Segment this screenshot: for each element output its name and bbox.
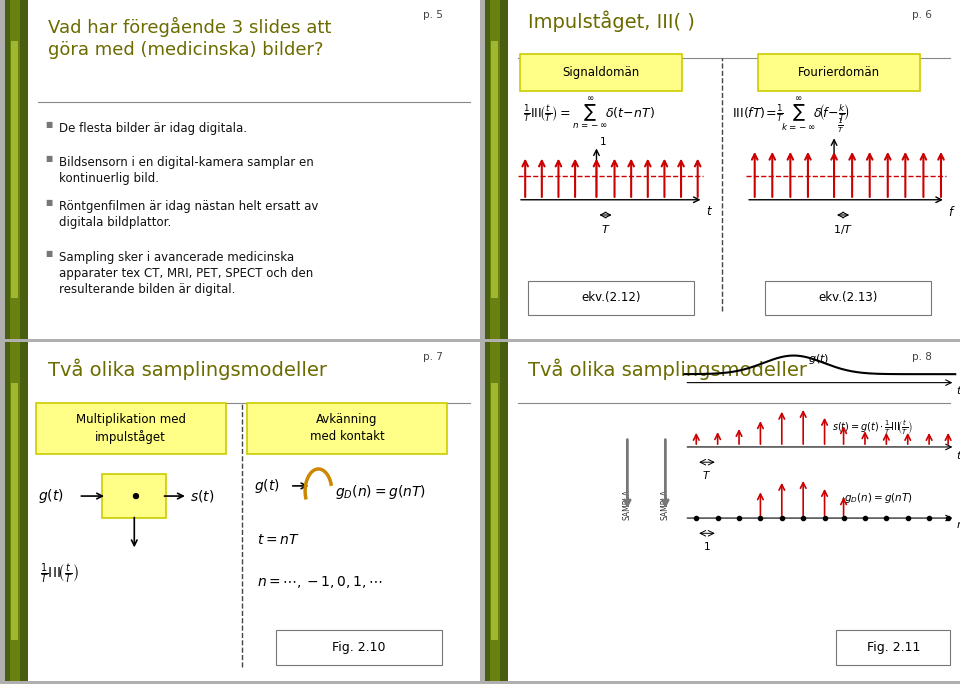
FancyBboxPatch shape (12, 382, 18, 640)
Text: Röntgenfilmen är idag nästan helt ersatt av
digitala bildplattor.: Röntgenfilmen är idag nästan helt ersatt… (60, 200, 319, 228)
FancyBboxPatch shape (485, 0, 508, 339)
Text: $g(t)$: $g(t)$ (38, 487, 64, 505)
Text: Fourierdomän: Fourierdomän (798, 66, 880, 79)
FancyBboxPatch shape (490, 0, 500, 339)
Text: Multiplikation med
impulståget: Multiplikation med impulståget (76, 412, 185, 444)
Text: ■: ■ (45, 154, 53, 163)
Text: Fig. 2.10: Fig. 2.10 (332, 641, 386, 654)
FancyBboxPatch shape (836, 630, 950, 666)
FancyBboxPatch shape (36, 403, 226, 453)
Text: $g_D(n)=g(nT)$: $g_D(n)=g(nT)$ (335, 483, 426, 501)
FancyBboxPatch shape (485, 342, 508, 681)
FancyBboxPatch shape (247, 403, 446, 453)
Text: $t$: $t$ (706, 205, 712, 218)
Text: ${}_{t}g_D(n)=g(nT)$: ${}_{t}g_D(n)=g(nT)$ (841, 490, 912, 505)
FancyBboxPatch shape (10, 342, 20, 681)
Text: ■: ■ (45, 198, 53, 207)
Text: $s(t)=g(t)\cdot\frac{1}{T}$III$\!\left(\frac{t}{T}\right)$: $s(t)=g(t)\cdot\frac{1}{T}$III$\!\left(\… (831, 419, 912, 438)
FancyBboxPatch shape (492, 40, 498, 298)
Text: $T$: $T$ (702, 469, 711, 481)
Text: $g(t)$: $g(t)$ (808, 352, 829, 366)
Text: $\bullet$: $\bullet$ (129, 486, 140, 506)
Text: $1$: $1$ (703, 540, 710, 552)
Text: ■: ■ (45, 249, 53, 258)
Text: Impulståget, III( ): Impulståget, III( ) (528, 10, 694, 31)
Text: $\frac{1}{T}$: $\frac{1}{T}$ (837, 117, 844, 135)
Text: $\frac{1}{T}$III$\!\left(\frac{t}{T}\right)$: $\frac{1}{T}$III$\!\left(\frac{t}{T}\rig… (40, 562, 80, 586)
FancyBboxPatch shape (528, 281, 694, 315)
Text: Avkänning
med kontakt: Avkänning med kontakt (309, 413, 384, 443)
Text: $f$: $f$ (948, 205, 956, 219)
Text: $\frac{1}{T}$III$\!\left(\frac{t}{T}\right)=\sum_{n=-\infty}^{\infty}\!\delta(t\: $\frac{1}{T}$III$\!\left(\frac{t}{T}\rig… (523, 95, 655, 131)
FancyBboxPatch shape (765, 281, 931, 315)
FancyBboxPatch shape (490, 342, 500, 681)
FancyBboxPatch shape (5, 0, 480, 339)
Text: $g(t)$: $g(t)$ (254, 477, 280, 495)
Text: $n = \cdots,-1,0,1,\cdots$: $n = \cdots,-1,0,1,\cdots$ (256, 574, 383, 590)
Text: De flesta bilder är idag digitala.: De flesta bilder är idag digitala. (60, 122, 248, 135)
Text: Signaldomän: Signaldomän (563, 66, 640, 79)
Text: $s(t)$: $s(t)$ (190, 488, 214, 504)
FancyBboxPatch shape (485, 342, 960, 681)
Text: $n$: $n$ (956, 520, 960, 529)
FancyBboxPatch shape (758, 54, 920, 92)
Text: Vad har föregående 3 slides att
göra med (medicinska) bilder?: Vad har föregående 3 slides att göra med… (48, 17, 331, 59)
FancyBboxPatch shape (485, 0, 960, 339)
FancyBboxPatch shape (5, 342, 28, 681)
FancyBboxPatch shape (102, 474, 166, 518)
Text: Två olika samplingsmodeller: Två olika samplingsmodeller (528, 359, 806, 380)
Text: ekv.(2.12): ekv.(2.12) (581, 291, 640, 304)
FancyBboxPatch shape (5, 342, 480, 681)
Text: SAMPLA: SAMPLA (660, 489, 670, 520)
Text: $t = nT$: $t = nT$ (256, 534, 300, 547)
Text: $t$: $t$ (956, 449, 960, 460)
Text: Fig. 2.11: Fig. 2.11 (867, 641, 920, 654)
Text: ekv.(2.13): ekv.(2.13) (819, 291, 878, 304)
FancyBboxPatch shape (10, 0, 20, 339)
Text: p. 8: p. 8 (912, 352, 932, 362)
Text: Sampling sker i avancerade medicinska
apparater tex CT, MRI, PET, SPECT och den
: Sampling sker i avancerade medicinska ap… (60, 250, 314, 295)
Text: $t$: $t$ (956, 384, 960, 396)
Text: p. 5: p. 5 (423, 10, 443, 20)
Text: p. 7: p. 7 (423, 352, 443, 362)
Text: $T$: $T$ (601, 224, 611, 235)
Text: III$(fT)\!=\!\frac{1}{T}\!\sum_{k=-\infty}^{\infty}\!\delta\!\left(\!f\!-\!\frac: III$(fT)\!=\!\frac{1}{T}\!\sum_{k=-\inft… (732, 95, 850, 133)
Text: ■: ■ (45, 120, 53, 129)
FancyBboxPatch shape (5, 0, 28, 339)
Text: Bildsensorn i en digital-kamera samplar en
kontinuerlig bild.: Bildsensorn i en digital-kamera samplar … (60, 156, 314, 185)
FancyBboxPatch shape (520, 54, 682, 92)
Text: 1: 1 (599, 137, 606, 147)
Text: $1/T$: $1/T$ (833, 224, 853, 237)
Text: p. 6: p. 6 (912, 10, 932, 20)
Text: SAMPLA: SAMPLA (623, 489, 632, 520)
FancyBboxPatch shape (12, 40, 18, 298)
Text: Två olika samplingsmodeller: Två olika samplingsmodeller (48, 359, 326, 380)
FancyBboxPatch shape (276, 630, 442, 666)
FancyBboxPatch shape (492, 382, 498, 640)
